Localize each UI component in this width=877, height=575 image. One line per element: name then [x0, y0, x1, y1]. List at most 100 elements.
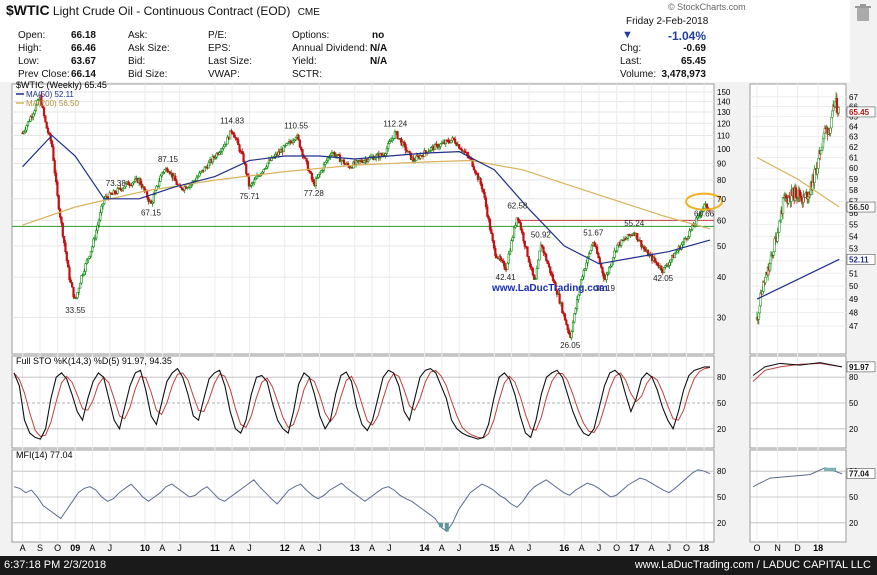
- down-arrow-icon: ▼: [622, 29, 633, 41]
- price-candle: [515, 217, 518, 226]
- price-candle: [314, 178, 317, 187]
- trash-icon[interactable]: [855, 4, 871, 22]
- x-tick-label: 13: [350, 543, 360, 553]
- price-annotation: 55.24: [624, 219, 645, 228]
- price-candle: [519, 222, 522, 230]
- price-candle: [121, 187, 125, 191]
- price-annotation: 33.55: [65, 306, 86, 315]
- price-candle: [689, 229, 692, 232]
- price-y-tick-label: 40: [717, 273, 726, 282]
- inset-y-tick-label: 54: [849, 232, 858, 241]
- x-tick-label: A: [20, 543, 26, 553]
- quote-value-options: no: [372, 30, 385, 41]
- price-candle: [61, 222, 64, 237]
- price-candle: [231, 131, 234, 134]
- x-tick-label: J: [667, 543, 672, 553]
- price-candle: [561, 302, 564, 313]
- price-candle: [261, 171, 264, 174]
- price-candle: [89, 250, 93, 257]
- price-candle: [147, 197, 150, 202]
- price-y-tick-label: 70: [717, 195, 726, 204]
- price-candle: [72, 286, 75, 298]
- price-candle: [334, 155, 338, 157]
- price-candle: [262, 168, 265, 173]
- price-candle: [521, 229, 524, 233]
- price-candle: [392, 137, 395, 140]
- price-candle: [539, 244, 542, 252]
- price-candle: [667, 265, 670, 267]
- price-candle: [154, 189, 157, 196]
- price-candle: [37, 99, 40, 101]
- price-candle: [412, 157, 415, 162]
- price-y-tick-label: 30: [717, 313, 726, 322]
- price-candle: [586, 256, 589, 264]
- price-candle: [309, 171, 312, 174]
- price-candle: [495, 255, 498, 259]
- price-y-tick-label: 130: [717, 108, 731, 117]
- price-candle: [640, 240, 643, 248]
- price-annotation: 67.15: [141, 209, 162, 218]
- sto-d-line: [13, 367, 711, 439]
- price-candle: [385, 148, 388, 154]
- footer-timestamp: 6:37:18 PM 2/3/2018: [4, 559, 107, 571]
- price-candle: [65, 251, 68, 261]
- price-candle: [115, 192, 118, 195]
- exchange: CME: [297, 7, 320, 18]
- quote-value-annual-dividend: N/A: [370, 43, 388, 54]
- price-candle: [563, 313, 567, 321]
- inset-y-tick-label: 53: [849, 244, 858, 253]
- price-candle: [300, 146, 303, 150]
- price-candle: [34, 104, 38, 112]
- price-candle: [511, 236, 514, 241]
- price-candle: [606, 272, 609, 275]
- price-candle: [601, 266, 604, 274]
- price-candle: [570, 331, 573, 339]
- sto-y-tick-label: 80: [717, 373, 726, 382]
- price-candle: [507, 253, 510, 264]
- price-candle: [56, 181, 59, 196]
- axis-value-tag-label: 77.04: [849, 470, 870, 479]
- price-candle: [242, 153, 245, 163]
- axis-value-tag: [846, 361, 876, 373]
- price-candle: [424, 150, 427, 153]
- price-candle: [53, 160, 56, 174]
- inset-sto-y-tick-label: 50: [849, 399, 858, 408]
- price-candle: [196, 175, 200, 179]
- price-candle: [80, 275, 83, 284]
- price-candle: [119, 187, 122, 190]
- quote-label-bid-size: Bid Size:: [128, 69, 168, 80]
- price-candle: [579, 279, 583, 288]
- price-candle: [653, 257, 656, 262]
- price-candle: [247, 175, 251, 187]
- price-candle: [388, 141, 391, 144]
- axis-value-tag: [846, 468, 876, 479]
- quote-label-last-size: Last Size:: [208, 56, 252, 67]
- price-y-tick-label: 110: [717, 131, 730, 140]
- price-candle: [52, 146, 55, 161]
- price-candle: [566, 324, 569, 331]
- sto-k-line: [13, 366, 710, 440]
- price-candle: [294, 137, 297, 141]
- x-tick-label: 14: [420, 543, 430, 553]
- price-candle: [541, 244, 544, 248]
- inset-mfi-y-tick-label: 20: [849, 519, 858, 528]
- price-candle: [159, 175, 162, 182]
- price-candle: [81, 274, 84, 276]
- axis-value-tag-label: 52.11: [849, 255, 869, 264]
- price-candle: [97, 219, 101, 226]
- ma50-line: [22, 134, 711, 265]
- price-candle: [491, 233, 494, 242]
- price-candle: [514, 225, 517, 228]
- price-candle: [203, 166, 206, 172]
- price-candle: [151, 201, 154, 204]
- price-candle: [50, 140, 54, 148]
- price-candle: [543, 252, 546, 255]
- x-tick-label: 16: [559, 543, 569, 553]
- quote-label-ask-size: Ask Size:: [128, 43, 170, 54]
- x-tick-label: J: [387, 543, 392, 553]
- price-candle: [285, 143, 288, 146]
- price-candle: [598, 257, 601, 264]
- mfi-panel: [11, 449, 715, 543]
- price-candle: [571, 321, 575, 332]
- price-candle: [517, 217, 520, 221]
